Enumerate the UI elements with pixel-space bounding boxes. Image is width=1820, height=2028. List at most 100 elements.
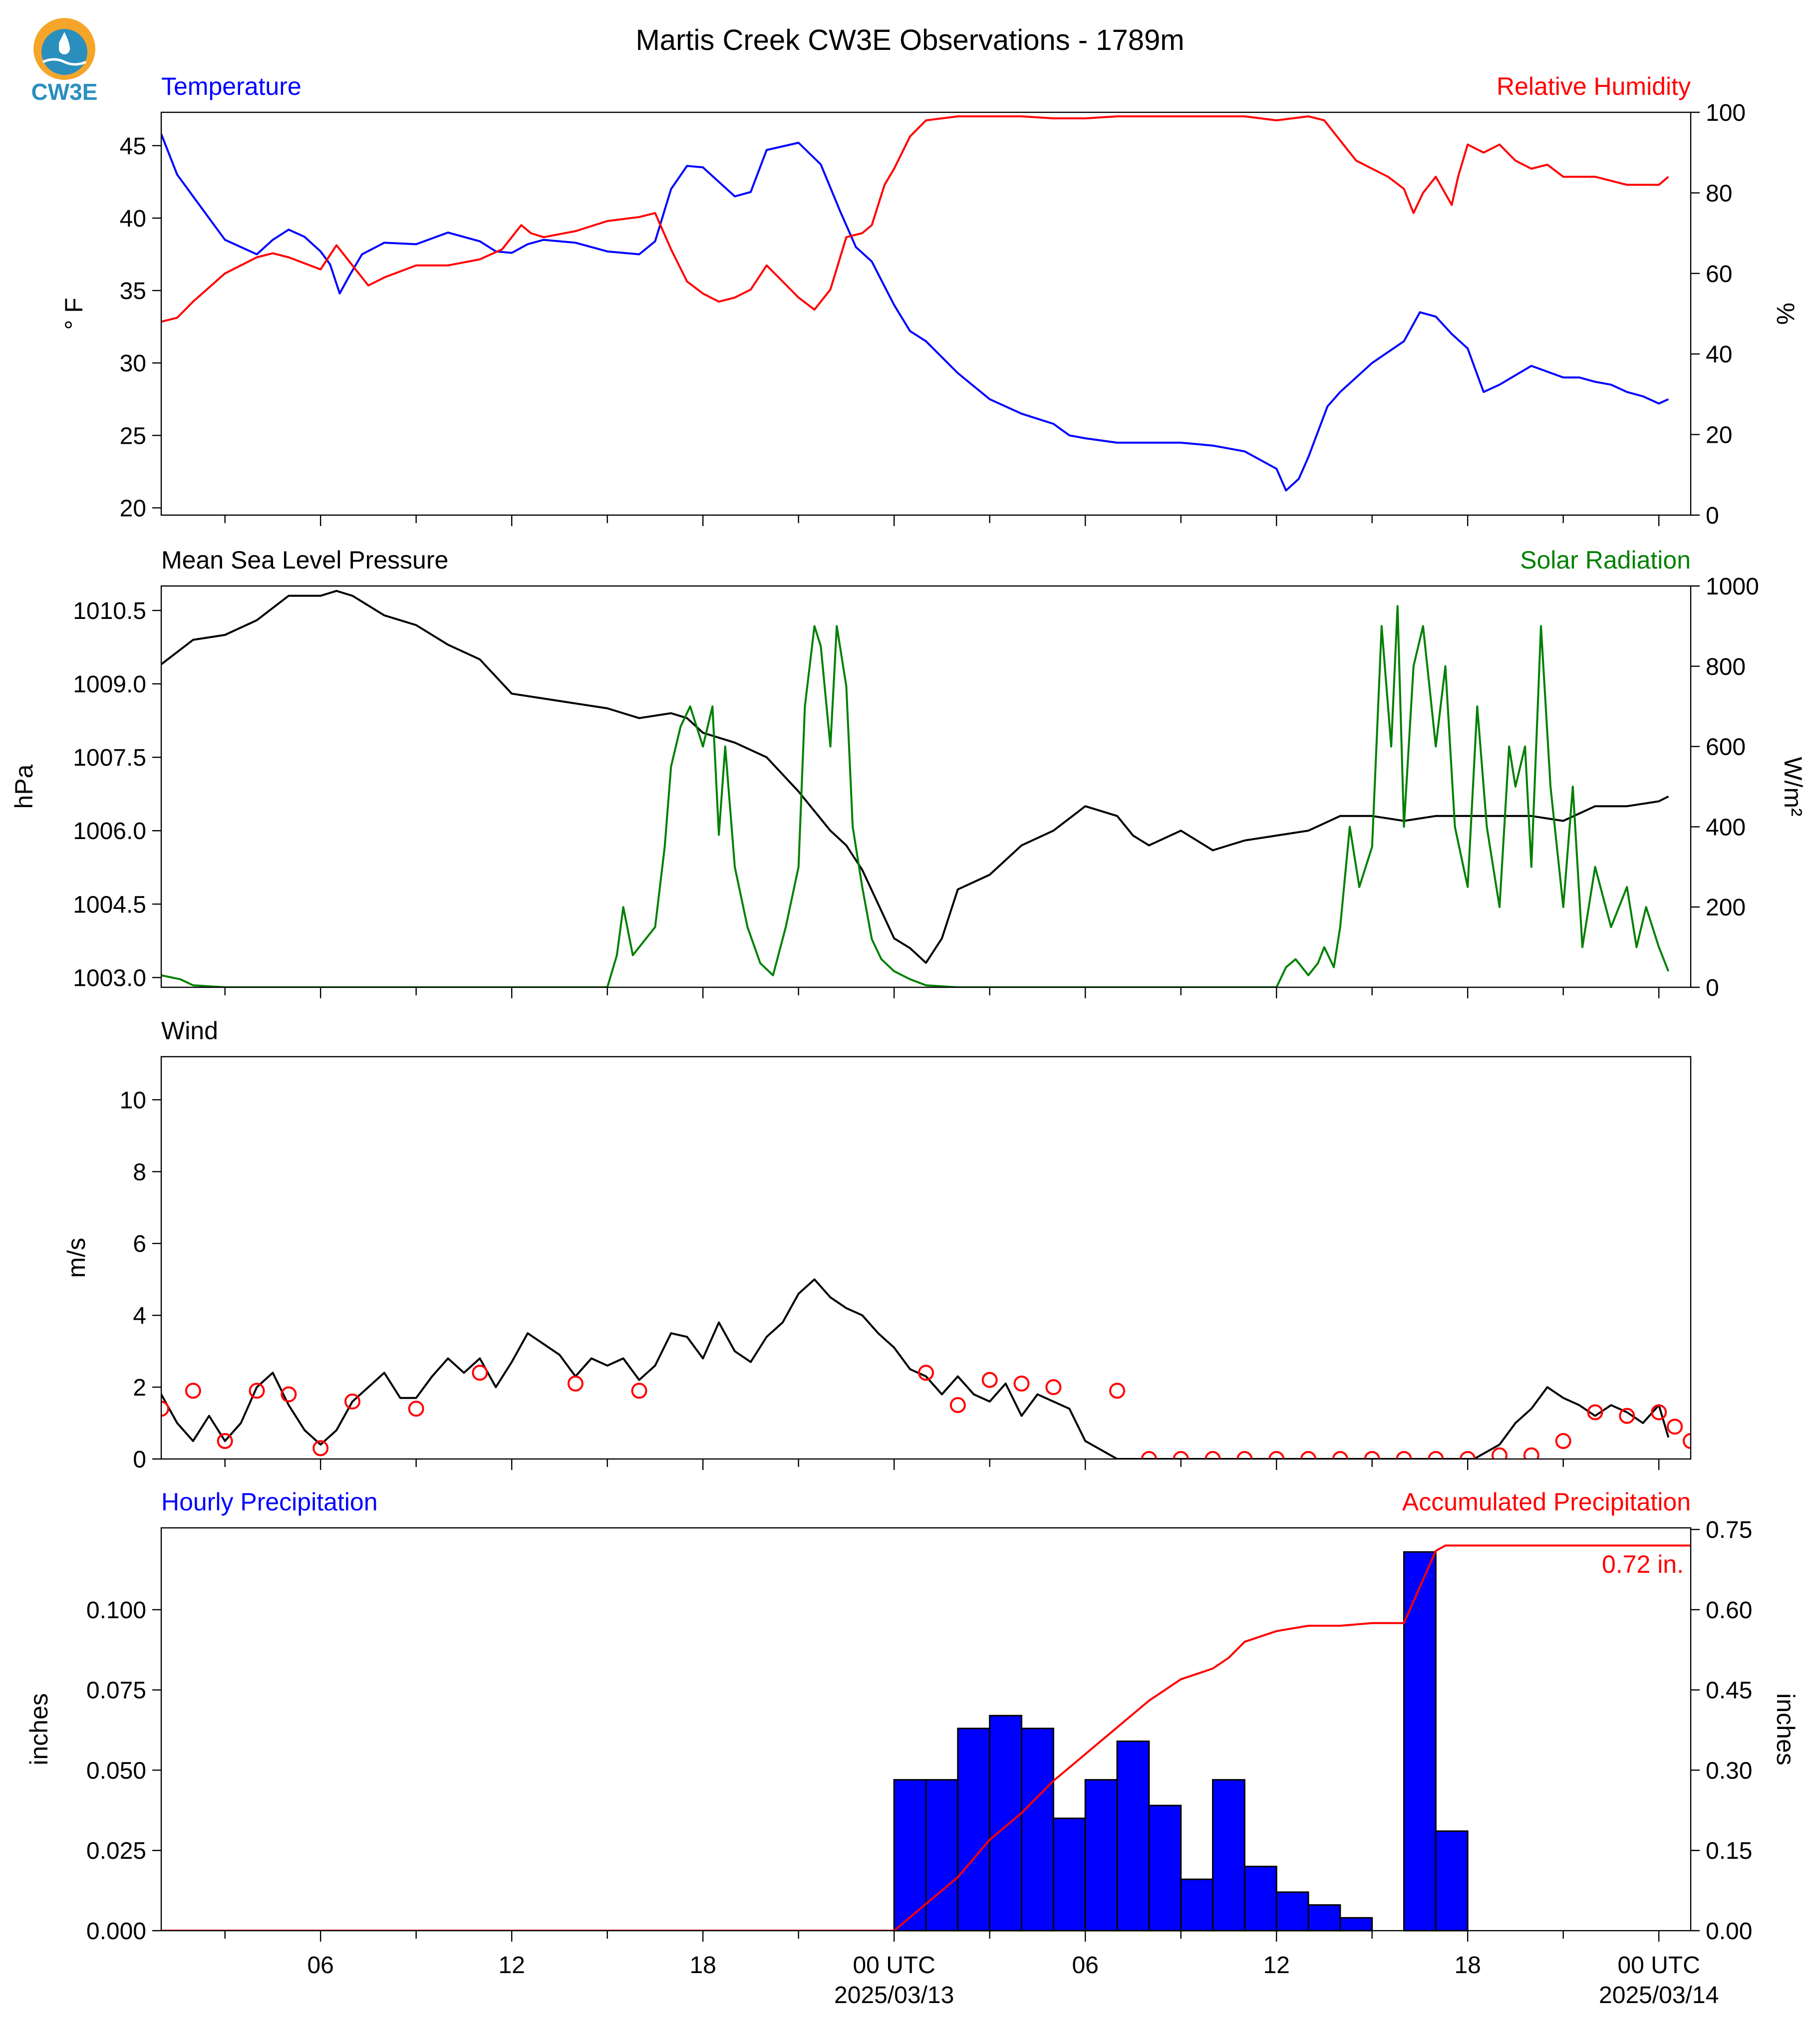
- panel-left-title: Hourly Precipitation: [161, 1488, 378, 1516]
- wind-marker-point: [344, 1393, 360, 1410]
- series-line-mean-sea-level-pressure: [161, 589, 1669, 964]
- series-line-solar-radiation: [161, 605, 1670, 987]
- x-tick-label: 00 UTC: [853, 1952, 935, 1979]
- y-tick-label-left: 1010.5: [73, 598, 146, 624]
- plot-frame: [160, 111, 1692, 516]
- precip-bar: [1180, 1878, 1214, 1932]
- wind-marker-point: [1555, 1433, 1571, 1449]
- precip-bar: [1084, 1779, 1118, 1932]
- wind-marker-point: [567, 1375, 584, 1392]
- y-tick-label-right: 40: [1706, 341, 1732, 368]
- wind-marker-point: [1013, 1375, 1030, 1392]
- y-tick-label-right: 400: [1706, 814, 1746, 841]
- y-tick-label-left: 30: [120, 350, 146, 377]
- y-tick-label-left: 0.100: [86, 1597, 146, 1624]
- x-tick-label: 06: [307, 1952, 333, 1979]
- y-axis-label-left: hPa: [10, 764, 38, 809]
- x-tick-label: 18: [689, 1952, 716, 1979]
- wind-marker-point: [1300, 1451, 1316, 1459]
- wind-marker-point: [981, 1372, 998, 1388]
- wind-marker-point: [281, 1386, 297, 1403]
- page-title: Martis Creek CW3E Observations - 1789m: [635, 24, 1184, 56]
- y-tick-label-right: 0.75: [1706, 1517, 1752, 1543]
- plot-frame: [160, 585, 1692, 988]
- panel-left-title: Wind: [161, 1017, 218, 1045]
- y-tick-label-left: 0: [133, 1447, 146, 1473]
- y-tick-label-right: 80: [1706, 180, 1732, 207]
- precip-bar: [893, 1779, 927, 1932]
- y-tick-label-right: 800: [1706, 654, 1746, 680]
- wind-marker-point: [918, 1365, 934, 1381]
- y-tick-label-left: 4: [133, 1303, 146, 1329]
- y-tick-label-left: 1006.0: [73, 818, 146, 845]
- precip-bar: [925, 1779, 959, 1932]
- y-tick-label-right: 0.15: [1706, 1838, 1752, 1864]
- precip-bar: [1148, 1804, 1182, 1932]
- y-axis-label-right: W/m²: [1779, 757, 1807, 816]
- wind-marker-point: [1173, 1451, 1189, 1459]
- precip-bar: [1243, 1865, 1277, 1932]
- panel-right-title: Relative Humidity: [1497, 72, 1691, 100]
- y-tick-label-right: 0: [1706, 503, 1719, 529]
- precip-bar: [989, 1715, 1022, 1932]
- precip-bar: [1021, 1728, 1054, 1932]
- x-tick-label: 00 UTC: [1617, 1952, 1700, 1979]
- y-tick-label-left: 25: [120, 423, 146, 449]
- y-axis-label-left: ° F: [60, 297, 88, 329]
- panel-right-title: Solar Radiation: [1520, 546, 1691, 574]
- y-tick-label-left: 0.025: [86, 1838, 146, 1864]
- y-tick-label-left: 45: [120, 133, 146, 160]
- wind-marker-point: [472, 1365, 488, 1381]
- y-axis-label-right: inches: [1772, 1693, 1800, 1765]
- x-tick-label: 18: [1454, 1952, 1481, 1979]
- y-tick-label-left: 10: [120, 1087, 146, 1114]
- y-tick-label-left: 8: [133, 1159, 146, 1185]
- y-tick-label-left: 0.000: [86, 1918, 146, 1945]
- series-line-wind-speed: [161, 1278, 1670, 1459]
- chart-panel-precipitation: Hourly Precipitation Accumulated Precipit…: [25, 1488, 1800, 1945]
- logo-text: CW3E: [31, 79, 98, 105]
- y-tick-label-left: 40: [120, 206, 146, 232]
- wind-marker-point: [185, 1383, 201, 1399]
- chart-panel-wind: Wind 10 8 6 4 2 0 m/s: [62, 1017, 1692, 1473]
- wind-marker-point: [1587, 1404, 1603, 1421]
- wind-marker-point: [1492, 1447, 1508, 1459]
- wind-marker-point: [949, 1397, 966, 1414]
- precip-bar: [1052, 1817, 1086, 1932]
- y-tick-label-left: 0.075: [86, 1678, 146, 1704]
- x-date-label: 2025/03/14: [1599, 1982, 1719, 2009]
- plot-frame: [160, 1056, 1692, 1460]
- y-tick-label-right: 0.45: [1706, 1678, 1752, 1704]
- accumulated-total-label: 0.72 in.: [1602, 1550, 1684, 1578]
- panel-left-title: Temperature: [161, 72, 302, 100]
- logo-drop-icon: [59, 32, 70, 54]
- wind-marker-point: [249, 1383, 265, 1399]
- y-tick-label-left: 1007.5: [73, 745, 146, 771]
- wind-marker-point: [1619, 1408, 1635, 1424]
- precip-bar: [957, 1728, 991, 1932]
- wind-marker-point: [1364, 1451, 1380, 1459]
- x-tick-label: 12: [1263, 1952, 1289, 1979]
- wind-marker-point: [1332, 1451, 1348, 1459]
- chart-panel-pressure_solar: Mean Sea Level Pressure Solar Radiation 10…: [10, 546, 1807, 1001]
- y-tick-label-right: 200: [1706, 894, 1746, 921]
- y-tick-label-left: 35: [120, 278, 146, 304]
- precip-bar: [1403, 1551, 1437, 1932]
- wind-marker-point: [161, 1401, 169, 1417]
- x-tick-label: 06: [1072, 1952, 1098, 1979]
- wind-marker-point: [1396, 1451, 1412, 1459]
- wind-marker-point: [1268, 1451, 1285, 1459]
- wind-marker-point: [631, 1383, 647, 1399]
- wind-marker-point: [1205, 1451, 1221, 1459]
- precip-bar: [1435, 1830, 1469, 1932]
- y-tick-label-right: 0.30: [1706, 1757, 1752, 1784]
- y-axis-label-left: inches: [25, 1693, 53, 1765]
- series-line-accumulated-precipitation: [161, 1544, 1691, 1931]
- wind-marker-point: [1651, 1404, 1667, 1421]
- y-tick-label-right: 100: [1706, 100, 1746, 126]
- wind-marker-point: [1109, 1383, 1125, 1399]
- wind-marker-point: [1667, 1419, 1683, 1435]
- y-axis-label-left: m/s: [62, 1238, 90, 1278]
- x-tick-label: 12: [498, 1952, 525, 1979]
